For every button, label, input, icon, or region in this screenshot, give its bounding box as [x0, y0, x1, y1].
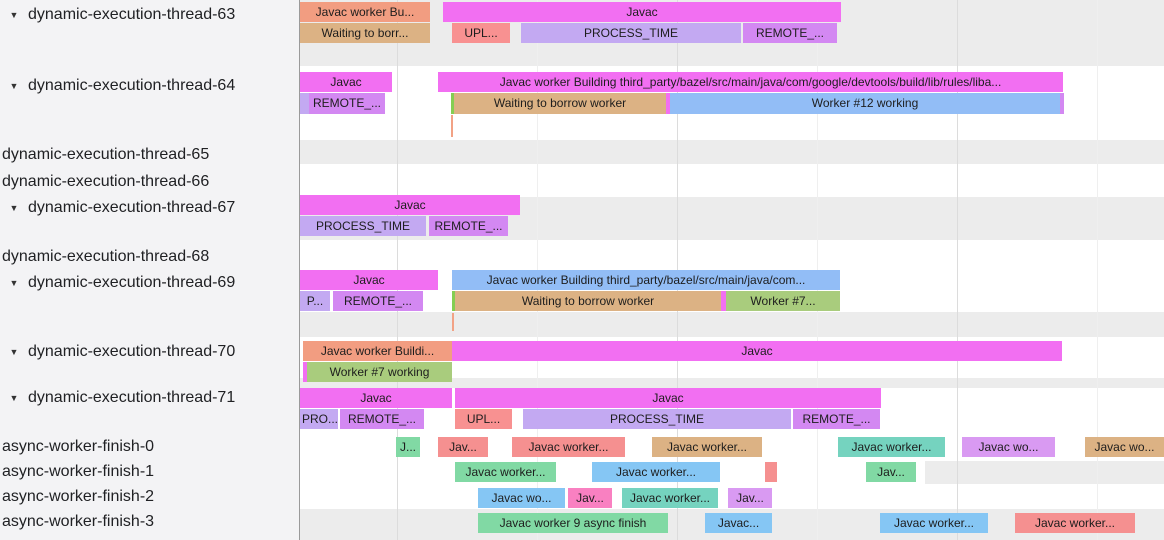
sidebar-item-dynamic-execution-thread-66[interactable]: dynamic-execution-thread-66 [0, 171, 300, 193]
timeline-bar[interactable]: Javac [300, 72, 392, 92]
event-tick [451, 115, 453, 137]
track-name-label: dynamic-execution-thread-70 [28, 343, 236, 360]
timeline-bar[interactable]: Worker #12 working [670, 93, 1060, 114]
timeline-bar[interactable] [300, 93, 309, 114]
collapse-triangle-icon[interactable]: ▼ [9, 10, 19, 20]
timeline-bar[interactable] [765, 462, 777, 482]
track-name-label: dynamic-execution-thread-65 [2, 146, 210, 163]
timeline-bar[interactable]: UPL... [452, 23, 510, 43]
timeline-bar[interactable]: Javac worker... [455, 462, 556, 482]
timeline-bar[interactable]: UPL... [455, 409, 512, 429]
track-name-label: async-worker-finish-2 [2, 488, 155, 505]
collapse-triangle-icon[interactable]: ▼ [9, 278, 19, 288]
timeline-bar[interactable]: Jav... [866, 462, 916, 482]
timeline-bar[interactable]: Jav... [728, 488, 772, 508]
timeline-bar[interactable]: Javac worker Bu... [300, 2, 430, 22]
collapse-triangle-icon[interactable]: ▼ [9, 203, 19, 213]
track-name-label: async-worker-finish-0 [2, 438, 155, 455]
timeline-bar[interactable]: Javac worker... [512, 437, 625, 457]
timeline-bar[interactable]: Javac [452, 341, 1062, 361]
track-name-label: dynamic-execution-thread-68 [2, 248, 210, 265]
sidebar-item-dynamic-execution-thread-63[interactable]: ▼ dynamic-execution-thread-63 [0, 4, 298, 26]
timeline-bar[interactable]: Javac worker Buildi... [303, 341, 452, 361]
sidebar-item-dynamic-execution-thread-70[interactable]: ▼ dynamic-execution-thread-70 [0, 341, 298, 363]
sidebar-item-async-worker-finish-3[interactable]: async-worker-finish-3 [0, 511, 300, 533]
timeline-bar[interactable]: Javac worker... [622, 488, 718, 508]
timeline-bar[interactable] [666, 93, 670, 114]
collapse-triangle-icon[interactable]: ▼ [9, 81, 19, 91]
timeline-bar[interactable] [452, 291, 456, 311]
timeline-bar[interactable]: Javac worker... [1015, 513, 1135, 533]
timeline-bar[interactable]: Waiting to borrow worker [455, 291, 721, 311]
timeline-bar[interactable]: Javac [300, 195, 520, 215]
gridline-major [957, 0, 958, 540]
timeline-bar[interactable] [1060, 93, 1064, 114]
timeline-bar[interactable]: REMOTE_... [340, 409, 424, 429]
track-name-label: dynamic-execution-thread-64 [28, 77, 236, 94]
timeline-bar[interactable]: Jav... [568, 488, 612, 508]
sidebar-item-dynamic-execution-thread-67[interactable]: ▼ dynamic-execution-thread-67 [0, 197, 298, 219]
sidebar-item-async-worker-finish-1[interactable]: async-worker-finish-1 [0, 461, 300, 483]
timeline-bar[interactable]: Javac worker Building third_party/bazel/… [452, 270, 840, 290]
gridline-minor [1097, 0, 1098, 540]
track-name-label: dynamic-execution-thread-67 [28, 199, 236, 216]
timeline-bar[interactable]: Waiting to borrow worker [454, 93, 666, 114]
timeline-bar[interactable]: Javac worker Building third_party/bazel/… [438, 72, 1063, 92]
timeline-bar[interactable]: Javac worker... [652, 437, 762, 457]
timeline-bar[interactable]: PROCESS_TIME [521, 23, 741, 43]
timeline-bar[interactable]: REMOTE_... [793, 409, 880, 429]
track-background-band [300, 378, 1164, 388]
timeline-bar[interactable]: Worker #7... [726, 291, 840, 311]
collapse-triangle-icon[interactable]: ▼ [9, 347, 19, 357]
sidebar-item-async-worker-finish-2[interactable]: async-worker-finish-2 [0, 486, 300, 508]
timeline-bar[interactable]: Javac [443, 2, 841, 22]
timeline-bar[interactable]: Javac worker 9 async finish [478, 513, 668, 533]
timeline-bar[interactable]: Javac wo... [1085, 437, 1164, 457]
track-name-label: dynamic-execution-thread-63 [28, 6, 236, 23]
timeline-bar[interactable]: PROCESS_TIME [523, 409, 791, 429]
track-sidebar: ▼ dynamic-execution-thread-63 ▼ dynamic-exe… [0, 0, 300, 540]
timeline-bar[interactable]: Javac [455, 388, 881, 408]
timeline-bar[interactable]: Waiting to borr... [300, 23, 430, 43]
timeline-bar[interactable]: REMOTE_... [743, 23, 837, 43]
timeline-bar[interactable]: Javac wo... [478, 488, 565, 508]
timeline-bar[interactable]: REMOTE_... [309, 93, 385, 114]
sidebar-item-dynamic-execution-thread-68[interactable]: dynamic-execution-thread-68 [0, 246, 300, 268]
timeline-bar[interactable]: J... [396, 437, 420, 457]
gray-region [925, 461, 1164, 484]
timeline-bar[interactable]: Javac... [705, 513, 772, 533]
sidebar-item-dynamic-execution-thread-71[interactable]: ▼ dynamic-execution-thread-71 [0, 387, 298, 409]
track-name-label: dynamic-execution-thread-66 [2, 173, 210, 190]
timeline-bar[interactable]: Javac [300, 388, 452, 408]
timeline-bar[interactable]: Javac worker... [592, 462, 720, 482]
track-name-label: async-worker-finish-1 [2, 463, 155, 480]
timeline-bar[interactable]: Javac wo... [962, 437, 1055, 457]
timeline-bar[interactable]: Worker #7 working [307, 362, 452, 382]
timeline-bar[interactable]: PROCESS_TIME [300, 216, 426, 236]
timeline-bar[interactable]: Javac [300, 270, 438, 290]
track-background-band [300, 312, 1164, 337]
track-name-label: dynamic-execution-thread-71 [28, 389, 236, 406]
timeline-bar[interactable]: Jav... [438, 437, 488, 457]
sidebar-item-dynamic-execution-thread-65[interactable]: dynamic-execution-thread-65 [0, 144, 300, 166]
track-name-label: async-worker-finish-3 [2, 513, 155, 530]
timeline-bar[interactable] [303, 362, 307, 382]
track-background-band [300, 140, 1164, 164]
timeline-bar[interactable]: P... [300, 291, 330, 311]
sidebar-item-async-worker-finish-0[interactable]: async-worker-finish-0 [0, 436, 300, 458]
timeline-bar[interactable]: PRO... [300, 409, 338, 429]
timeline-bar[interactable]: REMOTE_... [333, 291, 423, 311]
timeline-bar[interactable]: Javac worker... [880, 513, 988, 533]
sidebar-item-dynamic-execution-thread-64[interactable]: ▼ dynamic-execution-thread-64 [0, 75, 298, 97]
collapse-triangle-icon[interactable]: ▼ [9, 393, 19, 403]
event-tick [452, 313, 454, 331]
timeline-bar[interactable]: Javac worker... [838, 437, 945, 457]
track-name-label: dynamic-execution-thread-69 [28, 274, 236, 291]
timeline-bar[interactable] [451, 93, 455, 114]
sidebar-item-dynamic-execution-thread-69[interactable]: ▼ dynamic-execution-thread-69 [0, 272, 298, 294]
timeline-bar[interactable] [721, 291, 726, 311]
timeline-bar[interactable]: REMOTE_... [429, 216, 508, 236]
